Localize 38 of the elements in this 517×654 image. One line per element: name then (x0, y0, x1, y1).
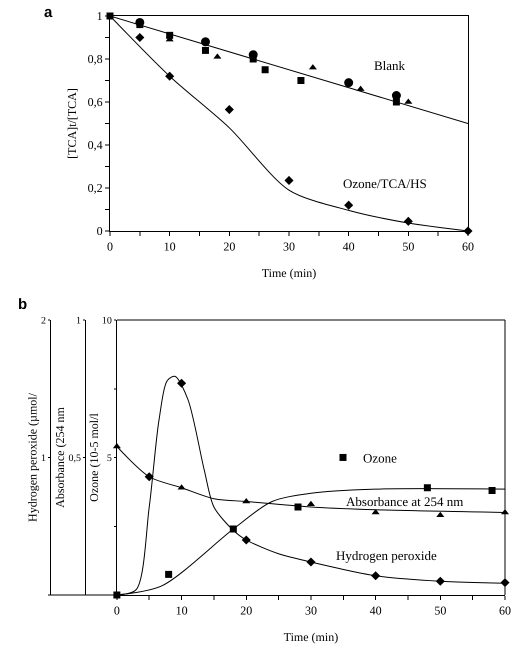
x-tick-label: 30 (283, 239, 295, 254)
y-tick-label: 0,6 (88, 95, 103, 110)
chart-title: a (44, 4, 53, 21)
chart-title: b (18, 296, 28, 313)
x-tick-label: 50 (434, 603, 446, 618)
x-tick-label: 50 (402, 239, 414, 254)
y-tick-label: 0,2 (88, 181, 103, 196)
annotation: Absorbance at 254 nm (346, 494, 464, 509)
y-tick-label: 0,8 (88, 52, 103, 66)
x-tick-label: 20 (223, 239, 236, 254)
y3-tick-label: 5 (106, 453, 112, 464)
x-axis-title: Time (min) (284, 630, 338, 644)
x-tick-label: 20 (240, 603, 252, 618)
x-tick-label: 0 (114, 603, 120, 618)
y2-tick-label: 0,5 (68, 453, 82, 464)
y-tick-label: 1 (96, 9, 103, 24)
y2-tick-label: 1 (76, 316, 82, 326)
annotation: Blank (374, 58, 406, 73)
x-tick-label: 60 (462, 239, 474, 254)
y-tick-label: 2 (41, 316, 46, 326)
y2-axis-title: Absorbance (254 nm (52, 406, 67, 508)
x-tick-label: 0 (107, 239, 113, 254)
y-axis-title: Hydrogen peroxide (µmol/ (25, 392, 40, 522)
annotation: Ozone/TCA/HS (343, 176, 427, 191)
y-axis-title: [TCA]t/[TCA] (65, 88, 79, 159)
y3-axis-title: Ozone (10-5 mol/l (87, 412, 102, 502)
x-tick-label: 40 (342, 239, 355, 254)
x-tick-label: 60 (499, 603, 512, 618)
x-tick-label: 40 (370, 603, 382, 618)
legend-label: Ozone (363, 450, 398, 466)
y-tick-label: 0,4 (88, 138, 103, 152)
y-tick-label: 0 (96, 224, 103, 238)
x-tick-label: 10 (164, 239, 176, 254)
x-axis-title: Time (min) (262, 266, 316, 280)
y3-tick-label: 10 (102, 316, 112, 326)
x-tick-label: 30 (304, 603, 317, 618)
x-tick-label: 10 (176, 603, 188, 618)
annotation: Hydrogen peroxide (336, 548, 437, 563)
